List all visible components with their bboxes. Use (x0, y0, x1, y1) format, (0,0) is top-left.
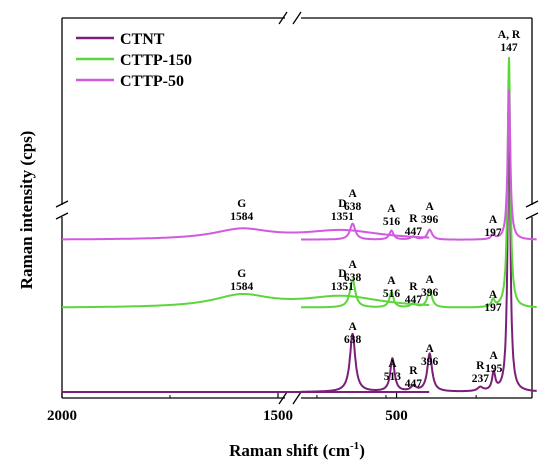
peak-label-value: 197 (484, 227, 502, 239)
peak-label-letter: A (348, 321, 357, 333)
peak-label-value: 513 (384, 371, 402, 383)
peak-label-value: 447 (405, 378, 423, 390)
peak-label-value: 1351 (331, 211, 354, 223)
top-peak-label-letter: A, R (498, 29, 521, 41)
peak-label-value: 195 (485, 363, 503, 375)
peak-label-value: 516 (383, 216, 401, 228)
peak-label-value: 396 (421, 287, 439, 299)
legend: CTNT CTTP-150 CTTP-50 (76, 31, 192, 90)
peak-label-letter: G (237, 268, 246, 280)
peak-label-value: 516 (383, 288, 401, 300)
peak-label-value: 197 (484, 302, 502, 314)
series-line-cttp-150-seg0 (61, 293, 430, 309)
peak-label-value: 447 (405, 294, 423, 306)
series-curves (61, 56, 538, 393)
peak-label-value: 396 (421, 356, 439, 368)
legend-label-cttp-150: CTTP-150 (120, 52, 192, 69)
axis-break-marks (55, 11, 539, 405)
top-peak-label-value: 147 (500, 42, 518, 54)
peak-label-letter: A (489, 289, 498, 301)
peak-label-value: 638 (344, 201, 362, 213)
peak-label-letter: R (476, 360, 485, 372)
peak-label-letter: R (409, 365, 418, 377)
legend-label-cttp-50: CTTP-50 (120, 73, 184, 90)
peak-label-letter: A (426, 343, 435, 355)
peak-label-letter: R (409, 213, 418, 225)
peak-label-letter: A (426, 274, 435, 286)
peak-label-letter: G (237, 198, 246, 210)
legend-label-ctnt: CTNT (120, 31, 165, 48)
peak-label-letter: R (409, 281, 418, 293)
peak-label-value: 447 (405, 226, 423, 238)
peak-label-value: 396 (421, 214, 439, 226)
series-line-cttp-50-seg0 (61, 227, 430, 241)
series-line-ctnt-seg1 (300, 100, 538, 393)
peak-label-value: 237 (472, 373, 490, 385)
peak-label-value: 638 (344, 272, 362, 284)
peak-label-letter: A (388, 358, 397, 370)
peak-label-value: 638 (344, 334, 362, 346)
peak-label-letter: A (489, 214, 498, 226)
peak-label-letter: A (348, 259, 357, 271)
x-tick-label: 1500 (263, 408, 293, 424)
x-tick-label: 2000 (47, 408, 77, 424)
x-axis-title: Raman shift (cm-1) (229, 440, 365, 460)
y-axis-title: Raman intensity (cps) (17, 131, 36, 290)
peak-label-letter: A (387, 203, 396, 215)
peak-label-letter: D (338, 198, 346, 210)
peak-label-letter: A (426, 201, 435, 213)
series-line-cttp-50-seg1 (300, 89, 538, 241)
series-line-cttp-150-seg1 (300, 56, 538, 309)
x-tick-label: 500 (385, 408, 408, 424)
peak-label-letter: A (387, 275, 396, 287)
peak-label-value: 1584 (230, 281, 253, 293)
peak-label-value: 1351 (331, 281, 354, 293)
peak-label-letter: D (338, 268, 346, 280)
peak-label-value: 1584 (230, 211, 253, 223)
peak-label-letter: A (348, 188, 357, 200)
peak-label-letter: A (490, 350, 499, 362)
x-ticks: 2000 1500 500 (47, 392, 477, 424)
